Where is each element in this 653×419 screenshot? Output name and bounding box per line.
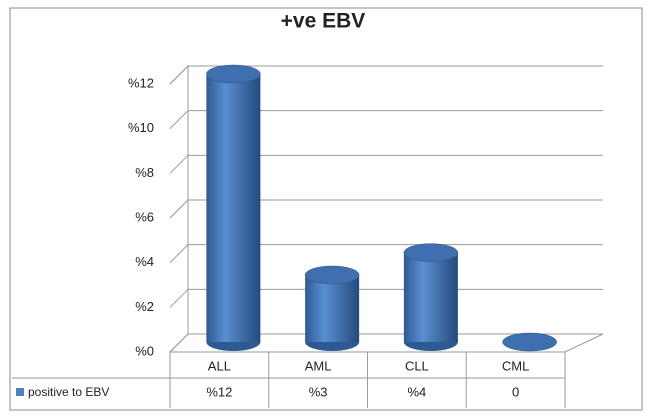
grid-line (169, 110, 603, 130)
grid-line (169, 154, 603, 174)
grid-line (169, 199, 603, 219)
y-tick-label: %2 (135, 299, 154, 314)
y-tick-label: %8 (135, 165, 154, 180)
x-tick-label: AML (305, 358, 332, 373)
y-tick-label: %6 (135, 209, 154, 224)
x-tick-label: ALL (208, 358, 231, 373)
grid-line (169, 244, 603, 264)
value-label: %3 (309, 384, 328, 399)
y-tick-label: %12 (128, 75, 154, 90)
legend-key (16, 388, 24, 396)
grid-line (169, 288, 603, 308)
y-tick-label: %0 (135, 343, 154, 358)
grid-line (169, 333, 603, 353)
value-label: %12 (206, 384, 232, 399)
grid-line (169, 65, 603, 85)
bar-top (502, 332, 557, 352)
bar (206, 74, 261, 342)
legend-label: positive to EBV (28, 385, 109, 399)
bar-top (403, 243, 459, 262)
chart-title: +ve EBV (281, 10, 366, 33)
value-label: %4 (407, 384, 426, 399)
x-tick-label: CML (502, 358, 529, 373)
y-tick-label: %4 (135, 254, 154, 269)
value-label: 0 (512, 384, 519, 399)
x-tick-label: CLL (405, 358, 429, 373)
bar-top (206, 64, 261, 84)
bar (305, 275, 360, 342)
bar (403, 252, 458, 342)
bar-top (304, 265, 360, 285)
y-tick-label: %10 (128, 120, 154, 135)
